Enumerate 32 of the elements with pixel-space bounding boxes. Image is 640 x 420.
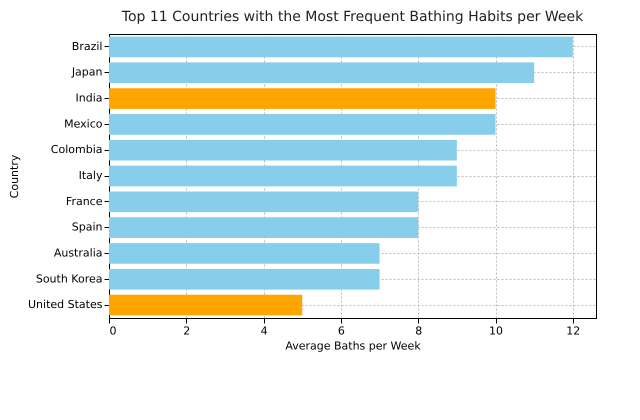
bar (109, 114, 496, 135)
y-tick-label: South Korea (36, 272, 102, 286)
y-tick-label: Australia (54, 246, 102, 260)
x-tick-label: 4 (260, 324, 268, 338)
x-tick-label: 8 (415, 324, 422, 338)
bar (109, 88, 496, 109)
bar (109, 36, 573, 58)
x-tick-label: 10 (489, 324, 504, 338)
x-axis-title: Average Baths per Week (285, 340, 422, 352)
y-tick-label: Japan (70, 66, 103, 79)
bar (109, 243, 380, 264)
bar (109, 217, 418, 238)
x-tick-label: 0 (110, 324, 116, 338)
bar (109, 62, 534, 84)
y-axis-title: Country (8, 154, 22, 198)
y-tick-label: Colombia (50, 143, 102, 156)
y-tick-label: United States (28, 298, 103, 312)
y-tick-label: France (66, 194, 103, 208)
bar (109, 294, 302, 316)
bar (109, 191, 418, 212)
bar (109, 140, 457, 161)
x-tick-label: 2 (183, 324, 190, 338)
x-tick-label: 12 (566, 324, 580, 338)
bar (109, 268, 380, 290)
x-tick-label: 6 (338, 324, 345, 338)
bar (109, 166, 457, 186)
y-tick-label: Italy (78, 169, 103, 182)
y-tick-label: India (76, 92, 102, 105)
chart-title: Top 11 Countries with the Most Frequent Bathing Habits per Week (120, 9, 584, 25)
y-tick-label: Mexico (64, 117, 103, 130)
y-tick-label: Brazil (72, 40, 102, 53)
y-tick-label: Spain (72, 220, 103, 234)
